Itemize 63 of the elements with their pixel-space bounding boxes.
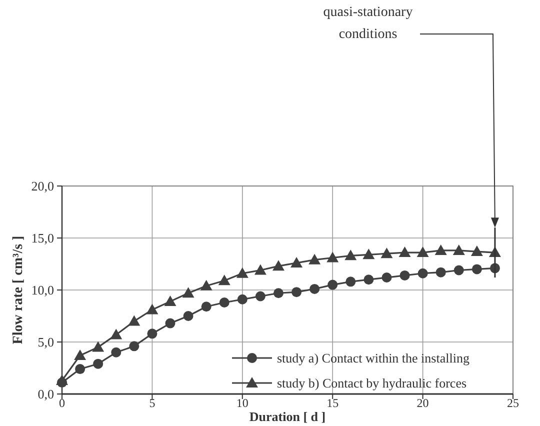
point xyxy=(75,364,86,374)
point xyxy=(292,287,302,298)
point xyxy=(346,276,356,287)
point xyxy=(382,272,392,283)
point xyxy=(362,248,375,260)
point xyxy=(272,260,284,271)
point xyxy=(146,304,158,314)
x-tick-label: 15 xyxy=(326,396,339,410)
point xyxy=(308,254,321,264)
point xyxy=(237,294,248,304)
point xyxy=(273,288,284,298)
point xyxy=(364,274,374,285)
y-tick-label: 0,0 xyxy=(38,386,54,402)
point xyxy=(164,295,176,306)
point xyxy=(418,268,428,278)
point xyxy=(218,274,230,286)
x-tick-label: 25 xyxy=(507,396,519,410)
point xyxy=(326,252,339,262)
point xyxy=(111,347,122,358)
x-tick-label: 5 xyxy=(149,396,156,410)
point xyxy=(254,264,266,275)
y-tick-label: 15,0 xyxy=(31,230,54,246)
point xyxy=(310,284,320,294)
y-tick-label: 20,0 xyxy=(31,178,54,194)
point xyxy=(57,378,67,388)
point xyxy=(92,341,104,352)
point xyxy=(328,280,338,290)
point xyxy=(182,287,194,298)
point xyxy=(201,302,212,312)
x-tick-label: 10 xyxy=(236,396,248,410)
y-axis-title: Flow rate [ cm³/s ] xyxy=(11,236,26,344)
point xyxy=(416,246,429,258)
point xyxy=(290,256,303,268)
point xyxy=(147,328,158,339)
point xyxy=(454,265,464,276)
point xyxy=(434,244,447,255)
point xyxy=(255,291,266,302)
point xyxy=(452,244,465,255)
legend-label: study a) Contact within the installing xyxy=(277,350,470,366)
point xyxy=(110,328,122,340)
legend-label: study b) Contact by hydraulic forces xyxy=(277,376,467,390)
text: quasi-stationary conditions xyxy=(323,5,413,42)
point xyxy=(93,358,104,369)
point xyxy=(344,250,357,260)
x-tick-label: 0 xyxy=(59,396,65,410)
x-axis-title: Duration [ d ] xyxy=(249,409,326,424)
point xyxy=(129,341,140,352)
point xyxy=(219,297,230,308)
point xyxy=(236,267,248,278)
point xyxy=(165,318,176,328)
point xyxy=(398,246,411,258)
point xyxy=(400,270,410,280)
point xyxy=(74,350,86,360)
point xyxy=(472,264,482,274)
point xyxy=(380,248,393,258)
x-tick-label: 20 xyxy=(416,396,429,410)
point xyxy=(200,280,212,290)
point xyxy=(436,267,446,278)
y-tick-label: 10,0 xyxy=(31,282,54,298)
y-tick-label: 5,0 xyxy=(38,334,54,350)
point xyxy=(470,246,483,256)
point xyxy=(128,315,140,326)
point xyxy=(183,311,194,321)
